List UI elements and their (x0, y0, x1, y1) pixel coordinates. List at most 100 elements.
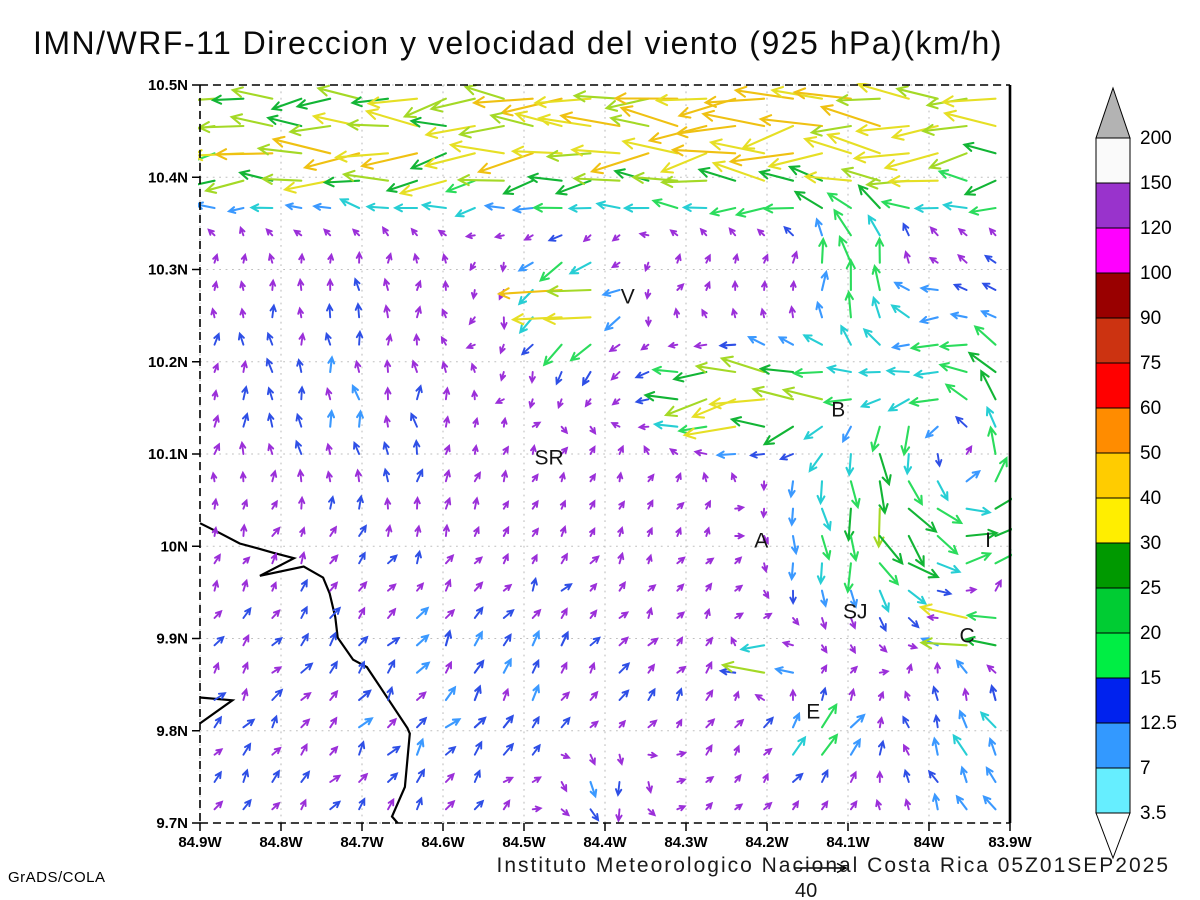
wind-arrow (675, 687, 683, 701)
wind-arrow (464, 232, 476, 240)
wind-arrow (415, 796, 423, 811)
wind-arrow (952, 733, 968, 756)
wind-arrow (444, 496, 452, 510)
wind-arrow (589, 555, 600, 565)
wind-arrow (701, 109, 766, 128)
wind-arrow (526, 172, 563, 184)
wind-arrow (878, 617, 887, 633)
wind-arrow (239, 440, 247, 455)
wind-arrow (415, 737, 425, 756)
wind-arrow (647, 687, 656, 701)
wind-arrow (382, 467, 391, 483)
wind-arrow (387, 797, 395, 811)
wind-arrow (559, 111, 621, 128)
wind-arrow (638, 231, 650, 239)
wind-arrow (789, 688, 797, 701)
wind-arrow (502, 500, 510, 510)
wind-arrow (994, 549, 1012, 565)
wind-arrow (326, 277, 334, 291)
colorbar-segment (1095, 362, 1131, 409)
wind-arrow (444, 554, 455, 565)
wind-arrow (697, 166, 737, 182)
wind-arrow (820, 686, 828, 701)
wind-arrow (603, 316, 621, 332)
wind-arrow (589, 582, 598, 592)
wind-arrow (329, 716, 338, 729)
wind-arrow (271, 714, 278, 729)
grid-lines (199, 84, 1011, 824)
wind-arrow (502, 608, 515, 619)
wind-arrow (358, 635, 369, 647)
wind-arrow (211, 497, 219, 510)
wind-arrow (239, 470, 247, 483)
wind-arrow (531, 658, 540, 674)
wind-arrow (893, 281, 910, 292)
wind-arrow (715, 450, 737, 459)
wind-arrow (385, 252, 393, 264)
wind-arrow (297, 468, 305, 483)
wind-arrow (730, 636, 737, 647)
wind-arrow (734, 718, 745, 729)
wind-arrow (758, 364, 795, 375)
wind-arrow (988, 227, 997, 237)
wind-arrow (618, 580, 626, 592)
wind-arrow (878, 480, 889, 515)
wind-arrow (538, 261, 563, 282)
wind-arrow (502, 714, 515, 729)
wind-arrow (877, 716, 885, 729)
wind-arrow (762, 589, 770, 600)
wind-arrow (989, 683, 998, 702)
wind-arrow (909, 342, 939, 352)
wind-arrow (441, 308, 448, 319)
wind-arrow (734, 612, 745, 620)
colorbar-segment (1095, 497, 1131, 544)
wind-arrow (790, 534, 800, 556)
wind-arrow (878, 644, 888, 653)
wind-arrow (985, 405, 997, 428)
wind-arrow (659, 175, 708, 188)
wind-arrow (358, 551, 366, 565)
wind-arrow (965, 586, 978, 594)
wind-arrow (358, 606, 366, 619)
wind-arrow (531, 499, 539, 510)
wind-arrow (878, 534, 904, 566)
wind-arrow (470, 289, 478, 300)
wind-arrow (835, 94, 881, 107)
wind-arrow (584, 398, 592, 408)
wind-arrow (500, 416, 508, 428)
x-tick-label: 84.3W (664, 834, 708, 851)
wind-arrow (358, 717, 374, 729)
wind-arrow (198, 121, 245, 134)
wind-arrow (646, 781, 653, 794)
wind-arrow (741, 124, 795, 150)
x-tick-label: 84.7W (340, 834, 384, 851)
wind-arrow (871, 295, 881, 319)
wind-arrow (423, 152, 476, 170)
wind-arrow (647, 499, 654, 510)
wind-arrow (410, 227, 418, 237)
wind-arrow (617, 444, 624, 455)
wind-arrow (849, 589, 858, 609)
wind-arrow (531, 473, 539, 483)
wind-arrow (494, 397, 505, 404)
wind-arrow (883, 152, 939, 172)
wind-arrow (693, 449, 708, 457)
wind-arrow (676, 611, 686, 619)
x-tick-label: 84.4W (583, 834, 627, 851)
colorbar-below-arrow (1095, 812, 1131, 860)
colorbar-segment (1095, 452, 1131, 499)
wind-arrow (502, 633, 512, 647)
wind-arrow (614, 781, 623, 797)
wind-arrow (651, 365, 679, 375)
wind-arrow (270, 97, 303, 112)
wind-arrow (673, 307, 681, 319)
wind-arrow (921, 123, 968, 136)
wind-arrow (366, 96, 419, 109)
wind-arrow (809, 124, 852, 137)
wind-arrow (420, 201, 447, 211)
wind-arrow (908, 397, 939, 407)
coastline (199, 522, 411, 824)
wind-arrow (940, 95, 997, 108)
wind-arrow (675, 471, 682, 483)
